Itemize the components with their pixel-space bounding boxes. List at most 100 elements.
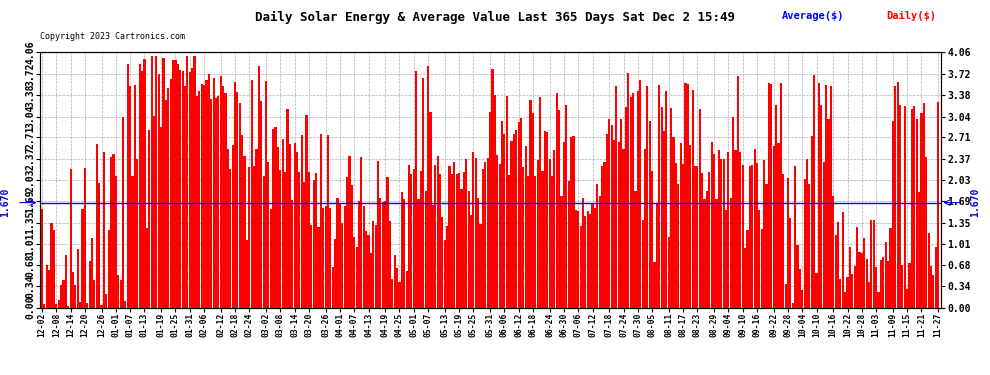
Bar: [906, 289, 908, 308]
Bar: [565, 105, 567, 308]
Bar: [873, 220, 875, 308]
Bar: [105, 294, 107, 307]
Bar: [103, 152, 105, 308]
Bar: [272, 129, 274, 308]
Bar: [439, 174, 442, 308]
Bar: [435, 165, 437, 308]
Bar: [699, 109, 701, 307]
Bar: [117, 276, 120, 308]
Bar: [172, 60, 174, 308]
Bar: [515, 130, 518, 308]
Bar: [821, 105, 823, 308]
Bar: [930, 266, 932, 308]
Bar: [93, 280, 95, 308]
Bar: [442, 217, 444, 308]
Bar: [579, 226, 582, 308]
Bar: [242, 135, 244, 308]
Bar: [894, 86, 896, 308]
Bar: [846, 277, 848, 308]
Bar: [603, 162, 606, 308]
Bar: [616, 86, 618, 308]
Bar: [765, 184, 767, 308]
Text: 0.34: 0.34: [25, 274, 35, 298]
Text: Average($): Average($): [782, 11, 844, 21]
Bar: [467, 191, 469, 308]
Bar: [689, 145, 691, 308]
Bar: [132, 176, 134, 308]
Bar: [511, 141, 513, 308]
Bar: [527, 176, 530, 308]
Bar: [532, 113, 534, 308]
Bar: [432, 205, 434, 308]
Bar: [892, 121, 894, 308]
Bar: [811, 136, 813, 308]
Bar: [608, 119, 610, 308]
Bar: [346, 177, 348, 308]
Bar: [870, 220, 872, 308]
Bar: [887, 261, 889, 308]
Bar: [842, 212, 843, 308]
Bar: [901, 265, 904, 308]
Bar: [127, 64, 129, 308]
Bar: [193, 56, 196, 308]
Bar: [232, 145, 234, 308]
Bar: [403, 200, 405, 308]
Bar: [501, 121, 503, 308]
Bar: [222, 86, 224, 308]
Bar: [162, 57, 164, 308]
Bar: [60, 285, 62, 308]
Bar: [833, 196, 835, 308]
Bar: [916, 119, 918, 308]
Bar: [460, 189, 462, 308]
Bar: [840, 279, 842, 308]
Text: Copyright 2023 Cartronics.com: Copyright 2023 Cartronics.com: [40, 32, 184, 41]
Bar: [146, 228, 148, 308]
Bar: [601, 165, 603, 308]
Bar: [46, 266, 48, 308]
Bar: [310, 225, 313, 308]
Bar: [320, 134, 322, 308]
Bar: [801, 290, 803, 308]
Bar: [848, 247, 851, 308]
Bar: [484, 162, 486, 308]
Bar: [653, 262, 655, 308]
Bar: [740, 152, 742, 308]
Bar: [758, 210, 760, 308]
Bar: [813, 75, 815, 307]
Bar: [742, 165, 743, 308]
Bar: [437, 156, 439, 308]
Bar: [835, 235, 837, 308]
Bar: [174, 60, 176, 308]
Bar: [704, 199, 706, 308]
Bar: [732, 117, 735, 308]
Bar: [911, 109, 913, 307]
Bar: [613, 140, 615, 308]
Bar: [257, 66, 260, 308]
Bar: [139, 64, 141, 308]
Bar: [160, 127, 162, 308]
Bar: [677, 184, 679, 308]
Text: Daily Solar Energy & Average Value Last 365 Days Sat Dec 2 15:49: Daily Solar Energy & Average Value Last …: [255, 11, 735, 24]
Bar: [155, 56, 157, 308]
Bar: [535, 176, 537, 308]
Bar: [220, 76, 222, 308]
Bar: [446, 226, 448, 308]
Bar: [50, 224, 52, 308]
Bar: [918, 192, 920, 308]
Bar: [313, 180, 315, 308]
Bar: [318, 227, 320, 308]
Bar: [286, 109, 288, 307]
Bar: [337, 198, 339, 308]
Bar: [760, 229, 763, 308]
Bar: [389, 221, 391, 308]
Bar: [763, 160, 765, 308]
Text: 2.71: 2.71: [25, 126, 35, 149]
Bar: [768, 83, 770, 308]
Bar: [239, 103, 241, 308]
Bar: [260, 101, 262, 308]
Bar: [648, 121, 650, 308]
Bar: [269, 209, 272, 308]
Bar: [684, 83, 686, 308]
Text: 1.01: 1.01: [25, 232, 35, 256]
Bar: [625, 107, 627, 308]
